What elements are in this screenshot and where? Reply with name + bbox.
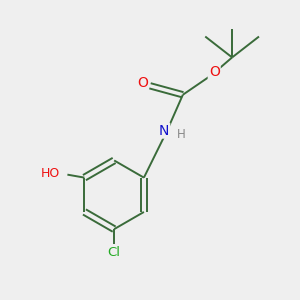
Text: Cl: Cl <box>108 246 121 259</box>
Text: N: N <box>159 124 169 138</box>
Text: O: O <box>137 76 148 90</box>
Text: H: H <box>176 128 185 141</box>
Text: HO: HO <box>40 167 60 180</box>
Text: O: O <box>209 65 220 79</box>
